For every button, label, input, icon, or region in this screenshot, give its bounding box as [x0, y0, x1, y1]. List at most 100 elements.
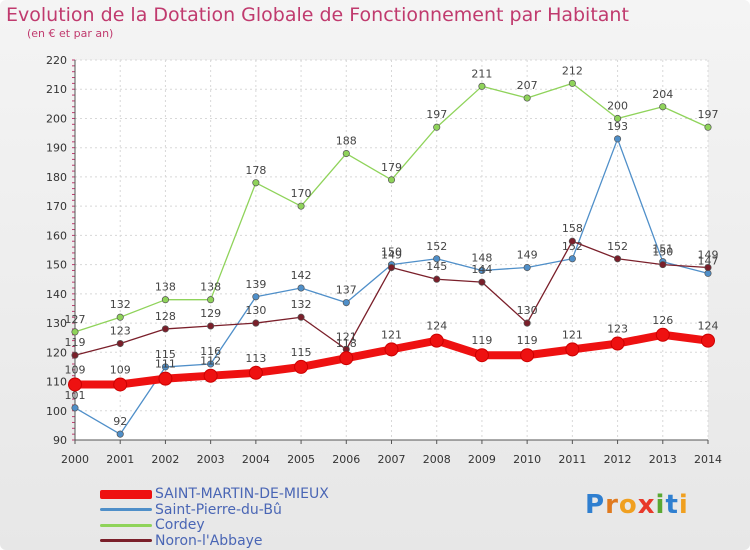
data-point-saint-pierre-du-b	[433, 255, 441, 263]
data-label-saint-martin-de-mieux: 119	[517, 334, 538, 347]
legend-item: Cordey	[100, 517, 205, 533]
data-label-saint-pierre-du-b: 139	[245, 278, 266, 291]
legend-swatch	[100, 523, 152, 527]
data-point-saint-martin-de-mieux	[203, 368, 218, 383]
data-label-saint-martin-de-mieux: 112	[200, 355, 221, 368]
chart-title: Evolution de la Dotation Globale de Fonc…	[6, 4, 629, 26]
data-point-cordey	[116, 313, 124, 321]
data-label-cordey: 170	[291, 187, 312, 200]
x-tick-label: 2007	[378, 453, 406, 466]
data-label-saint-pierre-du-b: 101	[65, 389, 86, 402]
data-point-saint-pierre-du-b	[342, 299, 350, 307]
legend-swatch	[100, 508, 152, 511]
chart-subtitle: (en € et par an)	[27, 27, 114, 40]
data-point-saint-pierre-du-b	[523, 263, 531, 272]
x-tick-label: 2009	[468, 453, 496, 466]
data-label-saint-martin-de-mieux: 123	[607, 323, 628, 336]
data-point-saint-martin-de-mieux	[520, 348, 535, 363]
data-point-saint-pierre-du-b	[71, 404, 79, 412]
data-point-noron-l-abbaye	[568, 237, 576, 245]
data-point-cordey	[297, 202, 305, 210]
data-point-noron-l-abbaye	[161, 325, 169, 333]
data-point-noron-l-abbaye	[478, 278, 486, 286]
data-label-noron-l-abbaye: 149	[381, 249, 402, 262]
data-point-noron-l-abbaye	[433, 275, 441, 283]
data-point-saint-martin-de-mieux	[701, 333, 715, 348]
y-tick-label: 110	[46, 376, 67, 389]
data-point-saint-martin-de-mieux	[565, 342, 580, 357]
logo-letter: i	[678, 490, 689, 520]
data-label-noron-l-abbaye: 119	[65, 336, 86, 349]
data-point-cordey	[478, 82, 486, 90]
data-point-cordey	[387, 176, 396, 184]
y-tick-label: 200	[46, 112, 67, 125]
data-point-saint-martin-de-mieux	[113, 377, 128, 392]
data-point-saint-martin-de-mieux	[158, 371, 173, 386]
y-tick-label: 170	[46, 200, 67, 213]
data-label-saint-martin-de-mieux: 109	[65, 363, 86, 376]
data-label-noron-l-abbaye: 121	[336, 330, 357, 343]
data-point-saint-pierre-du-b	[614, 135, 622, 143]
data-point-noron-l-abbaye	[297, 313, 305, 321]
data-point-saint-martin-de-mieux	[384, 342, 399, 357]
legend-swatch	[100, 489, 152, 499]
data-label-saint-pierre-du-b: 92	[113, 415, 127, 428]
legend-item: SAINT-MARTIN-DE-MIEUX	[100, 486, 329, 502]
data-point-saint-martin-de-mieux	[294, 359, 309, 374]
data-label-saint-martin-de-mieux: 109	[110, 363, 131, 376]
y-tick-label: 210	[46, 83, 67, 96]
data-label-cordey: 188	[336, 135, 357, 148]
data-label-saint-martin-de-mieux: 111	[155, 358, 176, 371]
data-point-saint-pierre-du-b	[297, 284, 305, 292]
data-label-noron-l-abbaye: 144	[471, 263, 492, 276]
data-label-cordey: 212	[562, 64, 583, 77]
data-label-cordey: 138	[155, 281, 176, 294]
data-point-saint-pierre-du-b	[704, 269, 712, 277]
y-tick-label: 160	[46, 229, 67, 242]
data-label-saint-martin-de-mieux: 124	[698, 320, 719, 333]
legend-label: SAINT-MARTIN-DE-MIEUX	[155, 486, 329, 502]
logo-letter: t	[665, 490, 679, 520]
data-label-saint-pierre-du-b: 149	[517, 249, 538, 262]
data-point-noron-l-abbaye	[523, 319, 531, 327]
data-label-cordey: 138	[200, 281, 221, 294]
data-label-saint-martin-de-mieux: 121	[381, 328, 402, 341]
y-tick-label: 140	[46, 288, 67, 301]
data-point-noron-l-abbaye	[387, 263, 396, 272]
x-tick-label: 2008	[423, 453, 451, 466]
data-point-saint-martin-de-mieux	[68, 377, 82, 392]
x-tick-label: 2003	[197, 453, 225, 466]
data-label-saint-martin-de-mieux: 121	[562, 328, 583, 341]
data-label-cordey: 197	[426, 108, 447, 121]
x-tick-label: 2012	[604, 453, 632, 466]
x-tick-label: 2011	[558, 453, 586, 466]
data-label-saint-martin-de-mieux: 115	[291, 346, 312, 359]
data-point-noron-l-abbaye	[252, 319, 260, 327]
data-point-noron-l-abbaye	[659, 261, 667, 269]
data-label-saint-pierre-du-b: 151	[652, 243, 673, 256]
data-label-saint-pierre-du-b: 147	[698, 254, 719, 267]
data-point-noron-l-abbaye	[71, 351, 79, 359]
data-label-noron-l-abbaye: 128	[155, 310, 176, 323]
data-label-noron-l-abbaye: 145	[426, 260, 447, 273]
legend-item: Noron-l'Abbaye	[100, 533, 263, 549]
data-point-saint-martin-de-mieux	[248, 365, 263, 380]
y-tick-label: 120	[46, 346, 67, 359]
logo-letter: i	[655, 490, 666, 520]
data-label-noron-l-abbaye: 130	[245, 304, 266, 317]
data-label-cordey: 200	[607, 99, 628, 112]
data-label-noron-l-abbaye: 152	[607, 240, 628, 253]
x-tick-label: 2000	[61, 453, 89, 466]
data-point-cordey	[523, 94, 531, 102]
data-point-cordey	[207, 296, 215, 304]
data-point-noron-l-abbaye	[116, 339, 124, 348]
data-label-noron-l-abbaye: 149	[698, 249, 719, 262]
data-point-saint-pierre-du-b	[252, 293, 260, 301]
data-label-saint-martin-de-mieux: 118	[336, 337, 357, 350]
x-tick-label: 2001	[106, 453, 134, 466]
legend-label: Noron-l'Abbaye	[155, 532, 263, 549]
data-label-noron-l-abbaye: 158	[562, 222, 583, 235]
data-point-saint-martin-de-mieux	[429, 333, 444, 348]
data-label-saint-pierre-du-b: 193	[607, 120, 628, 133]
